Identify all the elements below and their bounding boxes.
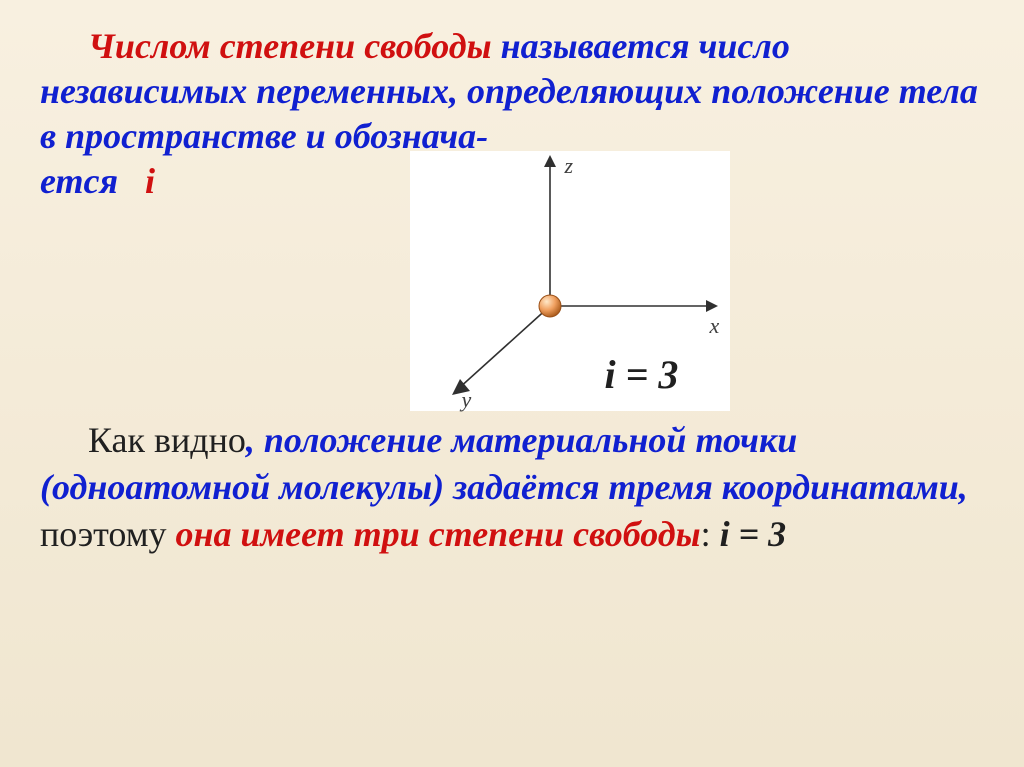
axis-label-x: x [710,313,720,339]
axis-label-y: y [462,387,472,413]
final-formula: i = 3 [720,514,787,554]
lead-text: Как видно [88,420,246,460]
term-title: Числом степени свободы [88,26,501,66]
definition-tail: ется [40,161,118,201]
axes-diagram: z x y i = 3 [410,151,730,411]
conclusion-paragraph: Как видно, положение материальной точки … [40,417,984,557]
definition-paragraph: Числом степени свободы называется число … [40,24,984,159]
axis-label-z: z [565,153,574,179]
colon: : [701,514,720,554]
symbol-i: i [118,161,155,201]
diagram-formula: i = 3 [605,351,679,398]
red-segment: она имеет три степени свободы [176,514,701,554]
axes-svg [410,151,730,411]
plain-segment: поэтому [40,514,176,554]
